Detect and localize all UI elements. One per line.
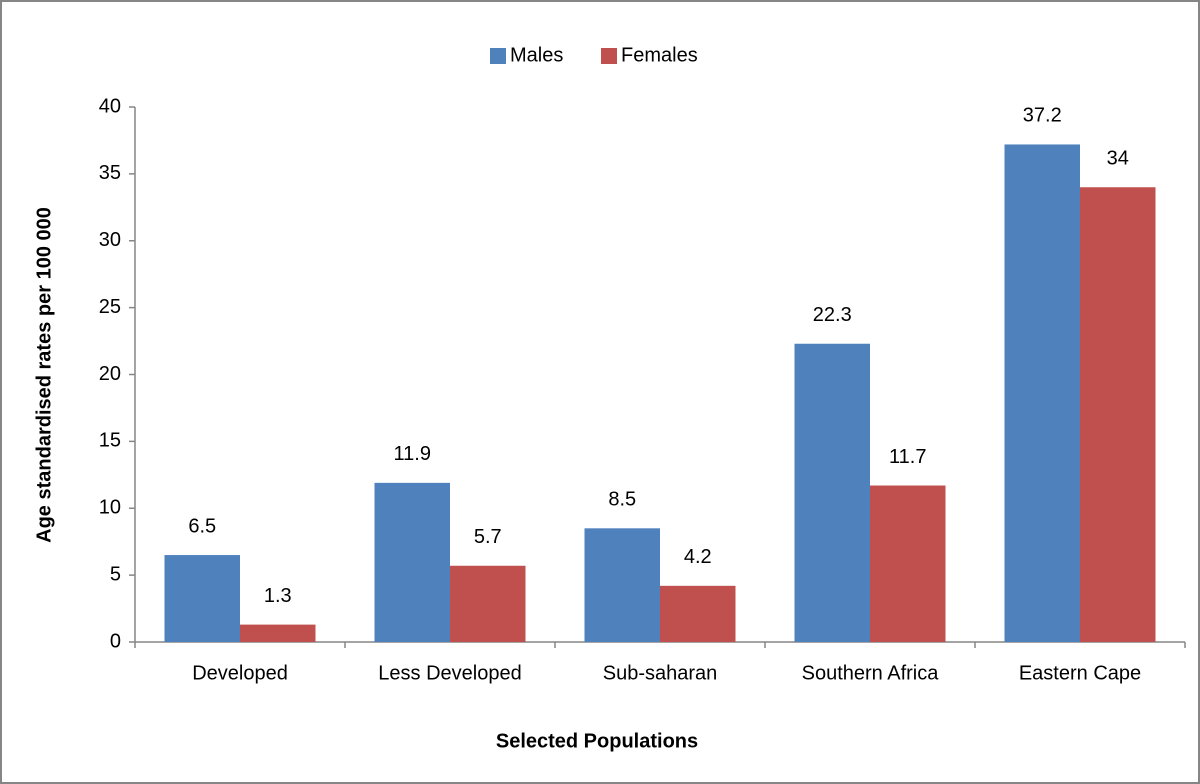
bar xyxy=(374,482,450,642)
y-tick-label: 10 xyxy=(99,497,121,519)
y-tick-label: 0 xyxy=(110,630,121,652)
legend-label: Males xyxy=(510,44,563,66)
legend-swatch xyxy=(490,48,506,64)
bar xyxy=(794,343,870,642)
x-tick-label: Southern Africa xyxy=(802,662,940,684)
x-tick-label: Developed xyxy=(192,662,288,684)
bar xyxy=(450,565,526,642)
y-tick-label: 20 xyxy=(99,363,121,385)
data-label: 1.3 xyxy=(264,585,292,607)
data-label: 6.5 xyxy=(188,515,216,537)
data-label: 8.5 xyxy=(608,489,636,511)
legend-label: Females xyxy=(621,44,698,66)
bar xyxy=(240,624,316,642)
bar xyxy=(164,555,240,642)
data-label: 34 xyxy=(1107,148,1129,170)
y-tick-label: 25 xyxy=(99,296,121,318)
bar xyxy=(870,485,946,642)
x-tick-label: Sub-saharan xyxy=(603,662,718,684)
y-tick-label: 40 xyxy=(99,95,121,117)
y-tick-label: 15 xyxy=(99,430,121,452)
data-label: 11.7 xyxy=(889,446,926,468)
bar xyxy=(1080,187,1156,642)
bar xyxy=(584,528,660,642)
data-label: 11.9 xyxy=(394,443,431,465)
data-label: 22.3 xyxy=(813,304,852,326)
y-tick-label: 5 xyxy=(110,563,121,585)
x-tick-label: Less Developed xyxy=(378,662,521,684)
x-axis-title: Selected Populations xyxy=(496,730,698,752)
x-tick-label: Eastern Cape xyxy=(1019,662,1141,684)
y-tick-label: 30 xyxy=(99,229,121,251)
y-axis-title: Age standardised rates per 100 000 xyxy=(33,207,55,543)
data-label: 4.2 xyxy=(684,546,712,568)
legend-swatch xyxy=(601,48,617,64)
y-tick-label: 35 xyxy=(99,162,121,184)
data-label: 5.7 xyxy=(474,526,502,548)
bar xyxy=(660,585,736,642)
bar xyxy=(1004,144,1080,642)
data-label: 37.2 xyxy=(1023,105,1062,127)
